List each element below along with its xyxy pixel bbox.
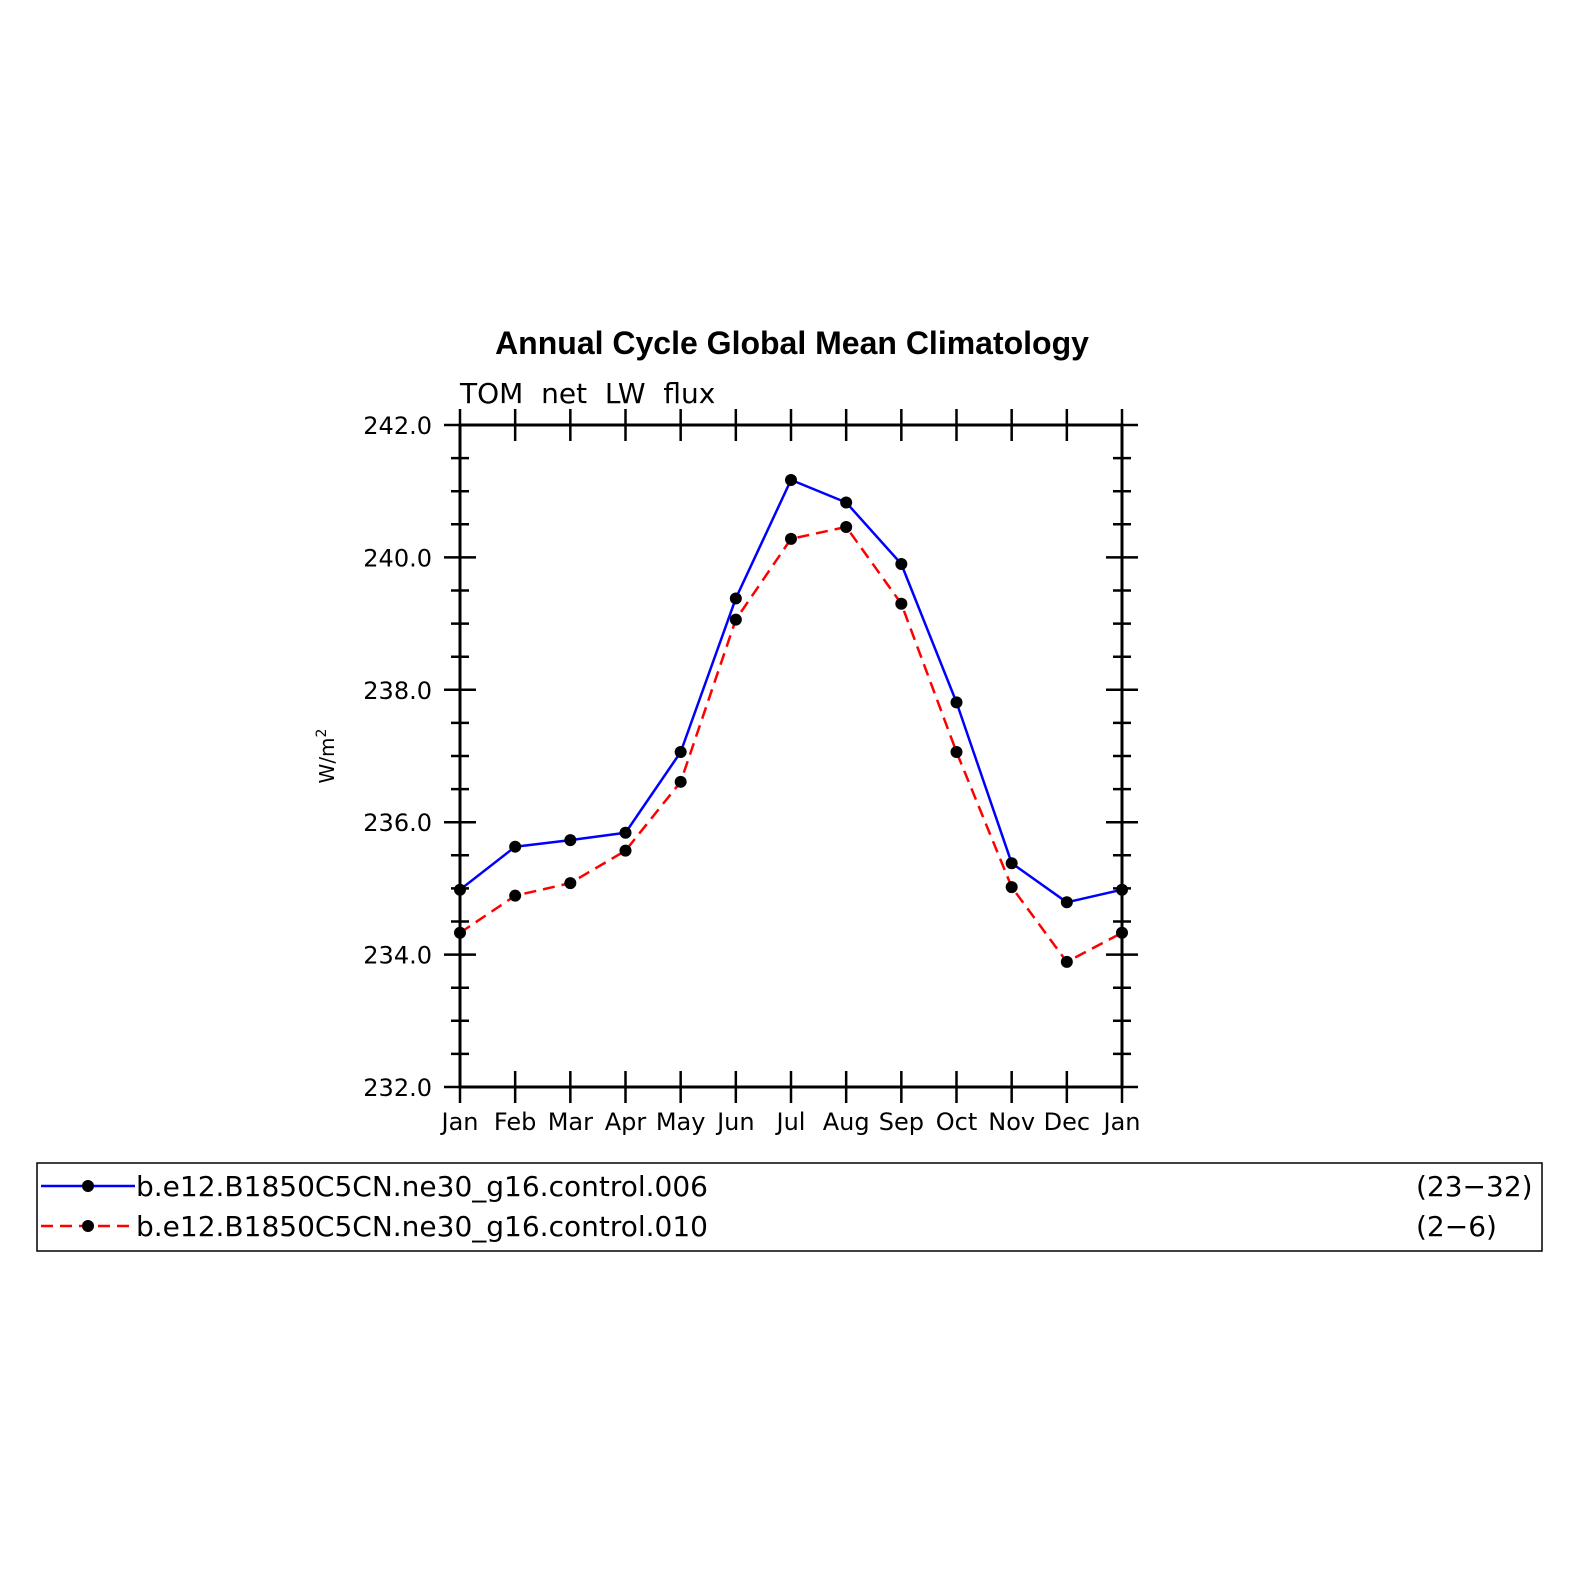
series-2-point	[454, 926, 466, 939]
x-tick-label: Jan	[1102, 1108, 1141, 1136]
series-1-point	[1060, 896, 1073, 909]
legend-years-series-1: (23−32)	[1416, 1170, 1533, 1203]
series-lines	[459, 478, 1123, 964]
x-tick-label: Mar	[548, 1108, 593, 1136]
y-tick-label: 234.0	[363, 942, 432, 970]
legend: b.e12.B1850C5CN.ne30_g16.control.006 (23…	[36, 1162, 1543, 1252]
series-2-point	[1060, 955, 1073, 968]
x-tick-label: May	[656, 1108, 706, 1136]
x-tick-label: Feb	[494, 1108, 537, 1136]
series-2-point	[1005, 881, 1018, 894]
series-line-2	[459, 525, 1123, 964]
series-1-point	[454, 883, 466, 896]
series-1-point	[950, 696, 963, 709]
series-1-point	[785, 473, 797, 486]
series-1-point	[674, 746, 687, 759]
series-2-point	[619, 844, 632, 857]
chart-subtitle: TOM net LW flux	[459, 377, 715, 410]
x-tick-label: Jan	[440, 1108, 479, 1136]
x-tick-label: Jun	[715, 1108, 755, 1136]
chart-title: Annual Cycle Global Mean Climatology	[495, 325, 1089, 361]
x-tick-label: Apr	[605, 1108, 647, 1136]
y-tick-label: 242.0	[363, 412, 432, 440]
series-2-point	[950, 746, 963, 759]
legend-marker-series-2	[82, 1220, 94, 1232]
x-axis-ticks	[458, 409, 1124, 1103]
y-axis-label-superscript: 2	[314, 729, 330, 738]
y-axis-tick-labels: 232.0 234.0 236.0 238.0 240.0 242.0	[363, 412, 432, 1102]
series-2-point	[785, 532, 797, 545]
series-1-point	[619, 826, 632, 839]
y-tick-label: 236.0	[363, 809, 432, 837]
series-2-point	[895, 597, 908, 610]
series-2-point	[729, 613, 742, 626]
legend-label-series-1: b.e12.B1850C5CN.ne30_g16.control.006	[136, 1170, 708, 1203]
y-tick-label: 240.0	[363, 544, 432, 572]
x-tick-label: Aug	[823, 1108, 870, 1136]
y-axis-ticks	[444, 423, 1138, 1089]
legend-label-series-2: b.e12.B1850C5CN.ne30_g16.control.010	[136, 1210, 708, 1243]
series-1-point	[1005, 857, 1018, 870]
series-2-point	[509, 889, 522, 902]
legend-marker-series-1	[82, 1180, 94, 1192]
x-axis-tick-labels: Jan Feb Mar Apr May Jun Jul Aug Sep Oct Nov Dec Jan	[440, 1108, 1141, 1136]
series-2-point	[564, 877, 577, 890]
series-2-point	[674, 775, 687, 788]
series-2-point	[840, 520, 853, 533]
series-1-point	[509, 840, 522, 853]
x-tick-label: Sep	[879, 1108, 924, 1136]
series-1-point	[895, 558, 908, 571]
y-tick-label: 232.0	[363, 1074, 432, 1102]
x-tick-label: Oct	[936, 1108, 978, 1136]
x-tick-label: Jul	[775, 1108, 806, 1136]
plot-border	[458, 423, 1124, 1089]
series-markers	[454, 473, 1128, 968]
plot-frame	[458, 423, 1124, 1089]
x-tick-label: Dec	[1044, 1108, 1090, 1136]
y-axis-label: W/m2	[314, 729, 339, 784]
series-1-point	[840, 496, 853, 509]
y-axis-label-text: W/m	[315, 737, 339, 783]
series-2-point	[1116, 926, 1128, 939]
series-1-point	[1116, 883, 1128, 896]
series-1-point	[564, 834, 577, 847]
y-tick-label: 238.0	[363, 677, 432, 705]
legend-years-series-2: (2−6)	[1416, 1210, 1497, 1243]
legend-box	[36, 1162, 1543, 1252]
x-tick-label: Nov	[988, 1108, 1035, 1136]
series-1-point	[729, 592, 742, 605]
